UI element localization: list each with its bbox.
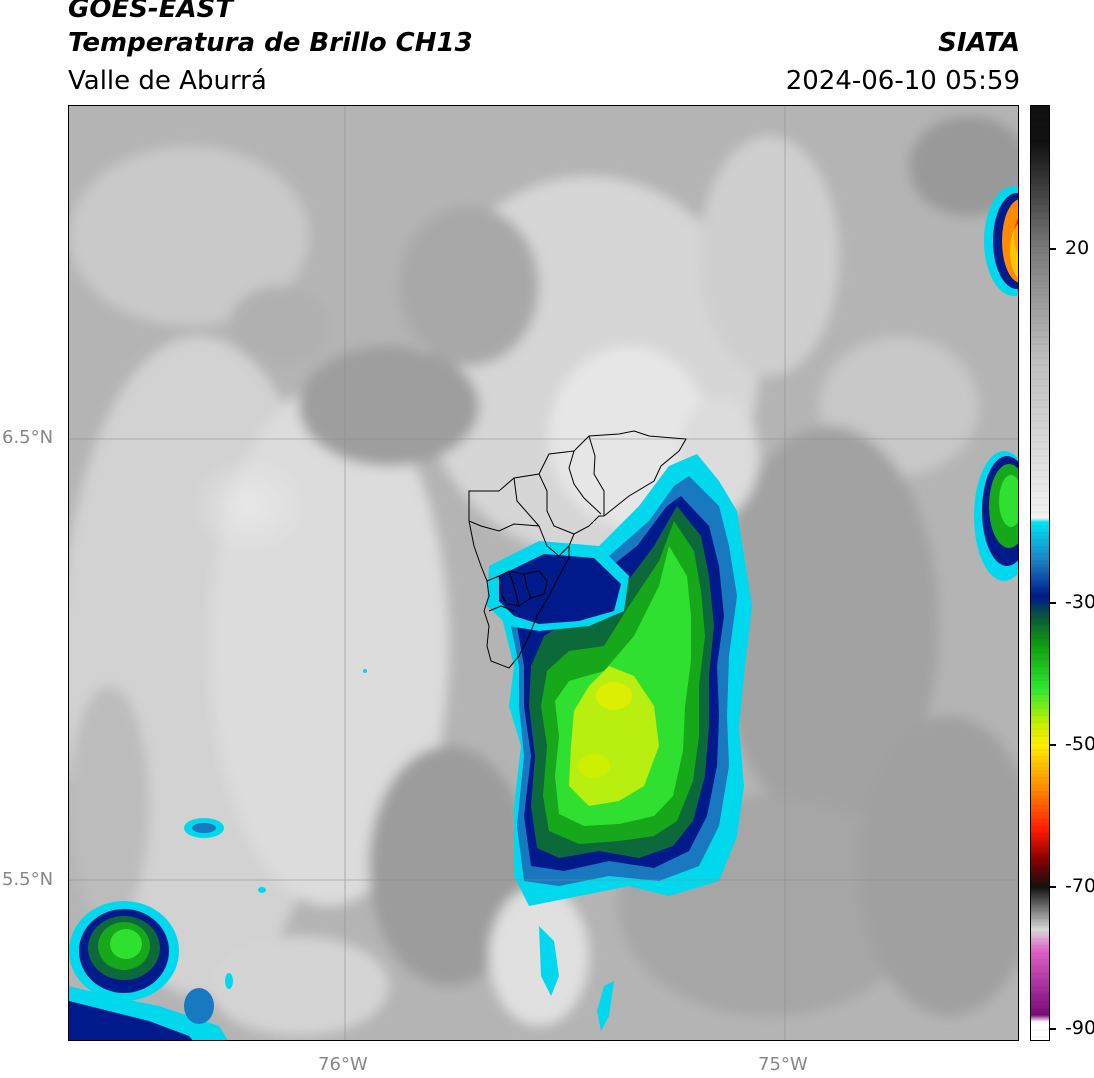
- colorbar-tick: [1050, 602, 1056, 604]
- colorbar-label-minus-30: -30: [1065, 591, 1094, 613]
- colorbar: [1030, 105, 1050, 1041]
- colorbar-fill: [1031, 106, 1049, 1040]
- cyan-streak: [597, 981, 614, 1031]
- product-title: Temperatura de Brillo CH13: [68, 28, 473, 58]
- storm-cell-top-right: [984, 186, 1018, 296]
- colorbar-tick: [1050, 744, 1056, 746]
- datetime-label: 2024-06-10 05:59: [785, 66, 1020, 96]
- colorbar-label-minus-50: -50: [1065, 733, 1094, 755]
- map-canvas: [69, 106, 1018, 1040]
- colorbar-label-minus-90: -90: [1065, 1017, 1094, 1039]
- satellite-title: GOES-EAST: [68, 0, 234, 24]
- organization-label: SIATA: [938, 28, 1020, 58]
- municipal-boundaries: [468, 430, 687, 669]
- cyan-streak: [539, 926, 559, 996]
- colorbar-tick: [1050, 248, 1056, 250]
- lon-label-75: 75°W: [758, 1054, 808, 1075]
- colorbar-tick: [1050, 1028, 1056, 1030]
- graticule: [69, 106, 1018, 1040]
- lat-label-6-5: 6.5°N: [2, 427, 54, 448]
- colorbar-gradient: [1031, 106, 1049, 1040]
- colorbar-label-20: 20: [1065, 237, 1090, 259]
- colorbar-tick: [1050, 886, 1056, 888]
- lat-label-5-5: 5.5°N: [2, 869, 54, 890]
- convective-storm: [487, 454, 752, 906]
- region-subtitle: Valle de Aburrá: [68, 66, 267, 96]
- colorbar-label-minus-70: -70: [1065, 875, 1094, 897]
- satellite-map[interactable]: [68, 105, 1019, 1041]
- storm-cell-right: [974, 451, 1018, 581]
- lon-label-76: 76°W: [318, 1054, 368, 1075]
- storm-cell-bottom-left: [69, 818, 228, 1040]
